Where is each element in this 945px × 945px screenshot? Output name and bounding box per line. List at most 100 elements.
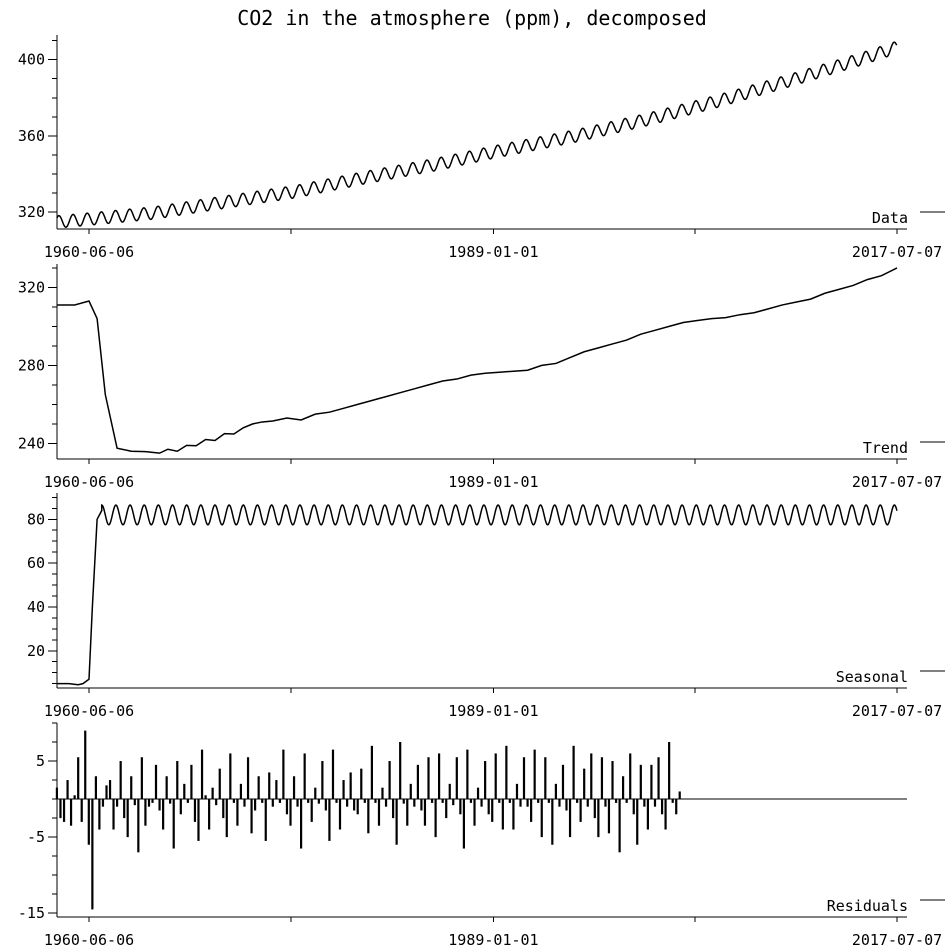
residual-bar	[544, 757, 547, 800]
residual-bar	[473, 799, 476, 826]
residual-bar	[296, 799, 299, 807]
residual-bar	[430, 799, 434, 803]
residual-bar	[590, 753, 593, 800]
residual-bar	[158, 799, 161, 811]
residual-bar	[607, 799, 611, 834]
residual-bar	[73, 795, 76, 800]
residual-bar	[678, 791, 681, 800]
residual-bar	[140, 757, 143, 800]
series-line-data	[56, 41, 898, 229]
residual-bar	[271, 799, 274, 807]
residual-bar	[338, 799, 342, 830]
x-tick-label: 2017-07-07	[852, 702, 942, 720]
y-tick-label: -5	[27, 828, 45, 846]
residual-bar	[632, 799, 635, 815]
residual-bar	[183, 783, 186, 800]
residual-bar	[190, 764, 193, 800]
residual-bar	[310, 799, 313, 822]
residual-bar	[455, 757, 458, 800]
x-tick-label: 2017-07-07	[852, 243, 942, 261]
residual-bar	[232, 799, 235, 803]
residual-bar	[668, 742, 671, 800]
x-tick-label: 1960-06-06	[44, 931, 134, 945]
residual-bar	[540, 799, 543, 838]
residual-bar	[664, 799, 667, 830]
y-tick-label: 20	[27, 642, 45, 660]
x-tick-label: 1960-06-06	[44, 243, 134, 261]
residual-bar	[498, 799, 501, 803]
residual-bar	[137, 799, 140, 853]
residual-bar	[101, 799, 105, 807]
residual-bar	[98, 799, 101, 830]
residual-bar	[491, 799, 494, 822]
y-tick-label: -15	[18, 904, 45, 922]
residual-bar	[176, 761, 179, 800]
residual-bar	[466, 749, 469, 800]
residual-bar	[197, 799, 200, 841]
residual-bar	[646, 799, 649, 830]
residual-bar	[55, 787, 59, 800]
residual-bar	[445, 799, 448, 819]
panel-label-trend: Trend	[863, 439, 908, 457]
residual-bar	[611, 761, 614, 800]
residual-bar	[459, 799, 462, 815]
residual-bar	[583, 768, 586, 800]
residual-bar	[236, 799, 239, 826]
x-tick-label: 1989-01-01	[448, 473, 538, 491]
panel-data: 320 360 400 1960-06-06 1989-01-01 2017-07-07 D…	[18, 35, 945, 261]
residual-bar	[420, 799, 423, 811]
residual-bar	[77, 757, 80, 800]
residual-bar	[278, 799, 281, 803]
residual-bar	[225, 799, 228, 838]
residual-bar	[144, 799, 147, 826]
residual-bar	[299, 799, 303, 849]
residual-bar	[597, 799, 600, 838]
residual-bar	[222, 799, 225, 819]
residual-bar	[437, 753, 441, 800]
residual-bar	[629, 753, 632, 800]
residual-bar	[508, 799, 511, 803]
residual-bar	[215, 799, 218, 806]
residual-bar	[377, 799, 381, 826]
residual-bar	[268, 772, 271, 800]
residual-bar	[59, 799, 62, 819]
y-tick-label: 280	[18, 356, 45, 374]
residual-bar	[522, 757, 526, 800]
residual-bar	[399, 742, 402, 800]
residual-bar	[200, 749, 204, 800]
residual-bar	[314, 787, 317, 800]
residual-bar	[621, 776, 625, 800]
y-tick-label: 400	[18, 51, 45, 69]
residual-bar	[526, 799, 529, 807]
x-tick-label: 1960-06-06	[44, 473, 134, 491]
residual-bar	[321, 761, 324, 800]
residual-bar	[264, 799, 267, 841]
residual-bar	[239, 783, 243, 800]
residual-bar	[119, 761, 122, 800]
residual-bar	[331, 749, 335, 800]
residual-bar	[413, 799, 416, 807]
residual-bar	[62, 799, 66, 822]
residual-bar	[406, 799, 409, 826]
x-tick-label: 2017-07-07	[852, 931, 942, 945]
residual-bar	[572, 745, 575, 800]
residual-bar	[94, 776, 97, 800]
residual-bar	[285, 799, 289, 815]
residual-bar	[537, 799, 540, 803]
residual-bar	[448, 783, 451, 800]
residual-bar	[346, 799, 349, 807]
residual-bar	[565, 799, 568, 811]
x-tick-label: 1960-06-06	[44, 702, 134, 720]
residual-bar	[530, 799, 533, 822]
residual-bar	[501, 799, 504, 830]
residual-bar	[484, 761, 487, 800]
residual-bar	[515, 783, 519, 800]
residual-bar	[441, 799, 444, 803]
residual-bar	[342, 780, 345, 800]
residual-bar	[186, 799, 189, 803]
residual-bar	[576, 799, 579, 803]
residual-bar	[123, 799, 126, 819]
y-tick-label: 5	[36, 752, 45, 770]
residual-bar	[660, 799, 664, 815]
